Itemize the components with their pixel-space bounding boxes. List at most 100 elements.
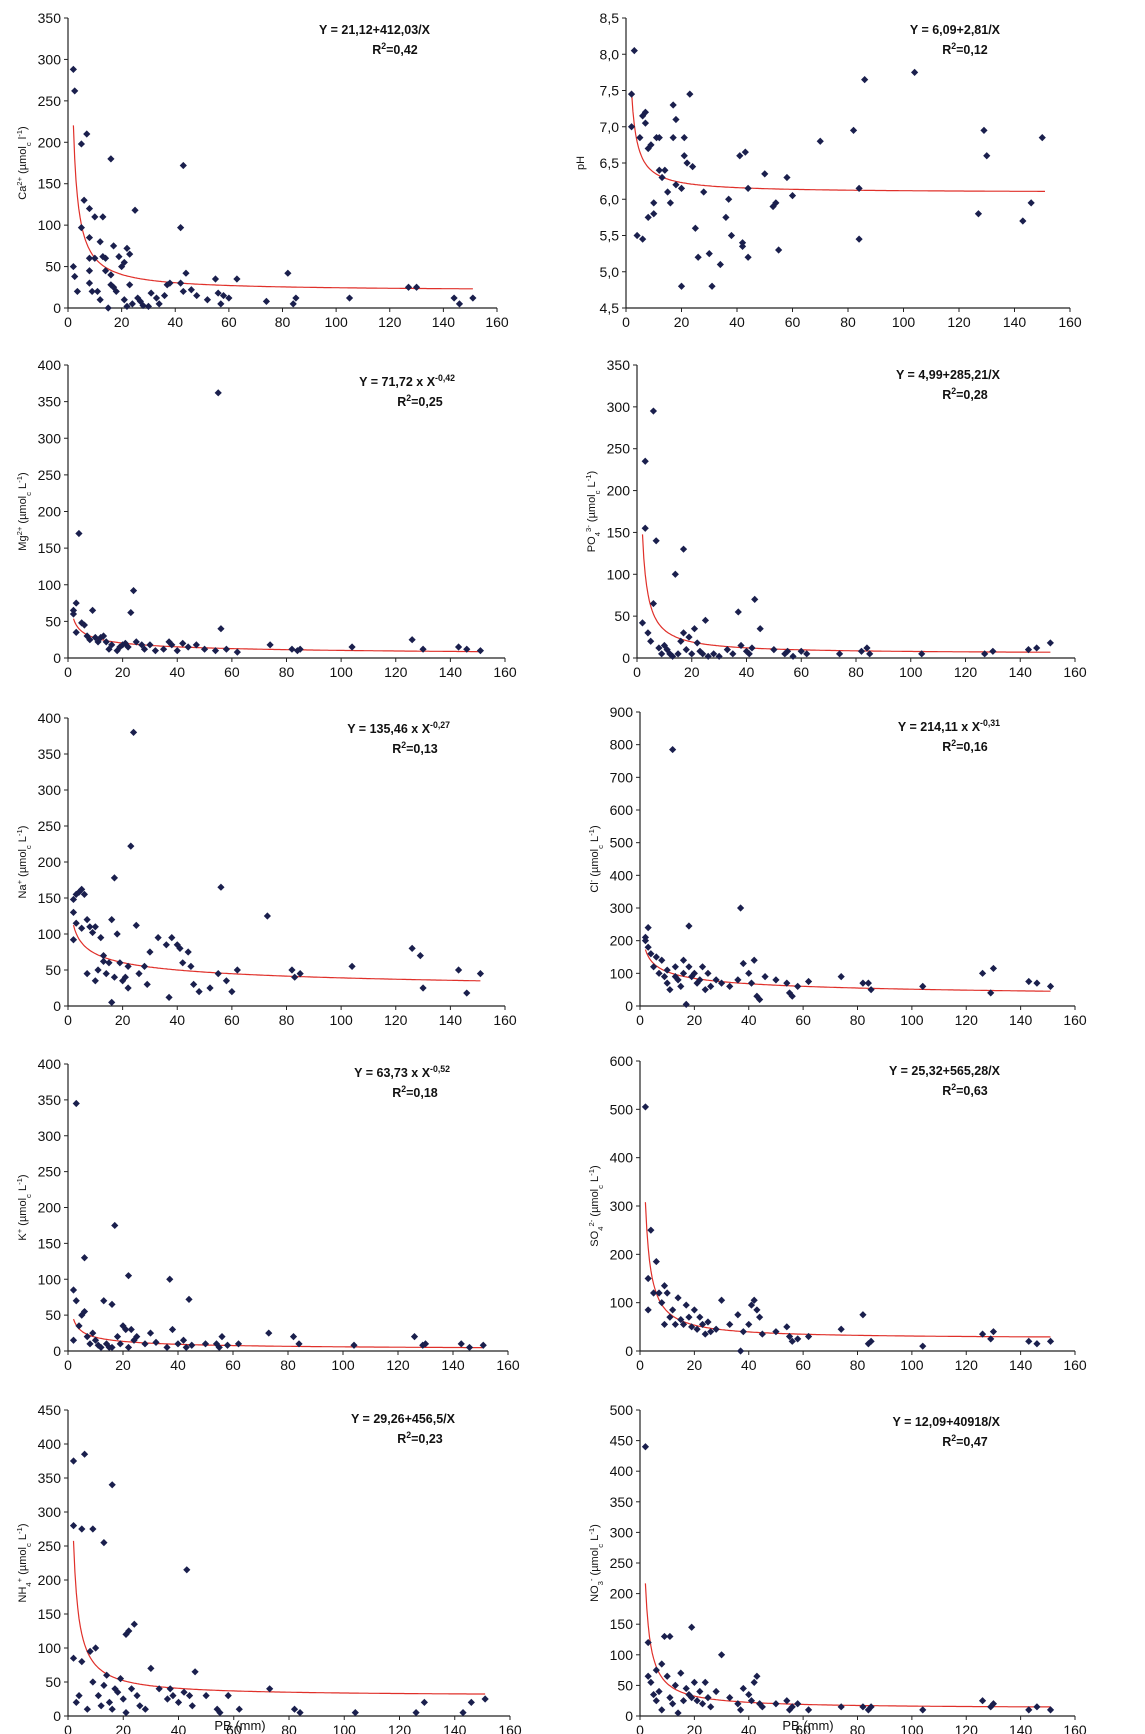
data-point: [671, 570, 679, 578]
y-tick-label: 350: [610, 1494, 634, 1510]
x-tick-label: 120: [378, 314, 402, 330]
data-point: [639, 235, 647, 243]
y-tick-label: 200: [607, 483, 631, 499]
data-point: [292, 294, 300, 302]
data-point: [193, 291, 201, 300]
data-point: [739, 1684, 747, 1693]
x-tick-label: 0: [64, 664, 72, 680]
data-point: [666, 986, 674, 994]
data-point: [295, 1340, 303, 1348]
x-tick-label: 80: [850, 1357, 866, 1373]
data-point: [655, 644, 663, 652]
data-point: [649, 599, 658, 608]
y-tick-label: 8,5: [600, 10, 620, 26]
data-point: [686, 90, 694, 98]
data-point: [455, 300, 464, 308]
data-point: [717, 1296, 726, 1304]
data-point: [185, 1692, 194, 1700]
chart-panel-7: 0 50 100 150 200 250 300 350 400 0 20 40 60 80 100 120 1…: [15, 1056, 520, 1373]
data-point: [671, 963, 679, 971]
data-point: [705, 250, 713, 258]
fit-curve: [72, 1540, 486, 1695]
data-point: [859, 979, 867, 987]
data-point: [650, 199, 658, 207]
data-point: [119, 1322, 127, 1330]
r-squared: R2=0,16: [942, 738, 988, 754]
data-point: [182, 1343, 190, 1352]
data-point: [419, 1341, 427, 1349]
x-tick-label: 140: [443, 1722, 467, 1734]
data-point: [679, 1320, 688, 1329]
chart-panel-5: 0 50 100 150 200 250 300 350 400 0 20 40 60 80 100 120 1…: [15, 710, 517, 1028]
data-point: [674, 650, 682, 658]
y-tick-label: 200: [38, 1572, 62, 1588]
data-point: [121, 973, 129, 981]
data-point: [1046, 639, 1054, 647]
x-tick-label: 160: [493, 664, 517, 680]
fit-curve: [72, 125, 473, 290]
y-axis-label: PO43- (µmolc L-1): [584, 471, 602, 552]
data-point: [644, 924, 652, 932]
r-squared: R2=0,25: [397, 393, 443, 409]
x-tick-label: 80: [280, 1357, 296, 1373]
data-point: [80, 196, 88, 204]
y-tick-label: 250: [38, 1164, 62, 1180]
data-point: [690, 625, 699, 633]
data-point: [1019, 217, 1027, 225]
data-point: [690, 1306, 698, 1314]
data-point: [867, 986, 875, 994]
y-tick-label: 400: [610, 867, 634, 883]
data-point: [109, 242, 118, 250]
data-point: [124, 962, 132, 970]
data-point: [804, 1332, 813, 1341]
data-point: [71, 272, 79, 281]
data-point: [168, 934, 176, 942]
data-point: [978, 1330, 987, 1338]
y-axis-label: Cl- (µmolc L-1): [587, 825, 605, 892]
y-tick-label: 100: [38, 1271, 62, 1287]
x-tick-label: 120: [384, 1012, 408, 1028]
data-point: [690, 1678, 698, 1686]
data-point: [99, 632, 108, 640]
data-point: [124, 643, 132, 651]
data-point: [160, 291, 169, 300]
data-point: [671, 1320, 679, 1329]
fit-curve: [630, 90, 1045, 192]
data-point: [682, 1684, 690, 1693]
x-tick-label: 140: [432, 314, 456, 330]
x-tick-label: 20: [687, 1357, 703, 1373]
data-point: [701, 1330, 709, 1338]
data-point: [146, 948, 154, 956]
y-tick-label: 200: [38, 134, 62, 150]
data-point: [734, 608, 742, 616]
data-point: [689, 163, 697, 171]
chart-panel-6: 0 100 200 300 400 500 600 700 800 900 0 20 40 60 80 100…: [587, 704, 1087, 1028]
data-point: [1046, 1337, 1055, 1345]
data-point: [978, 1697, 987, 1705]
data-point: [107, 155, 115, 163]
data-point: [682, 1301, 690, 1309]
data-point: [704, 1694, 712, 1702]
data-point: [214, 289, 222, 297]
x-tick-label: 80: [850, 1722, 866, 1734]
data-point: [666, 199, 674, 207]
data-point: [658, 1299, 666, 1307]
data-point: [698, 963, 707, 971]
data-point: [677, 637, 685, 645]
data-point: [855, 235, 863, 243]
data-point: [641, 937, 650, 945]
data-point: [804, 977, 813, 986]
data-point: [132, 921, 140, 929]
y-tick-label: 350: [38, 1470, 62, 1486]
y-tick-label: 500: [610, 1402, 634, 1418]
y-tick-label: 150: [38, 1606, 62, 1622]
y-tick-label: 350: [38, 746, 62, 762]
data-point: [638, 619, 647, 627]
data-point: [105, 645, 113, 653]
data-point: [116, 643, 124, 651]
data-point: [750, 1678, 758, 1686]
data-point: [80, 890, 88, 898]
data-point: [132, 638, 140, 646]
y-axis-label: pH: [575, 156, 587, 170]
data-point: [155, 1685, 163, 1693]
